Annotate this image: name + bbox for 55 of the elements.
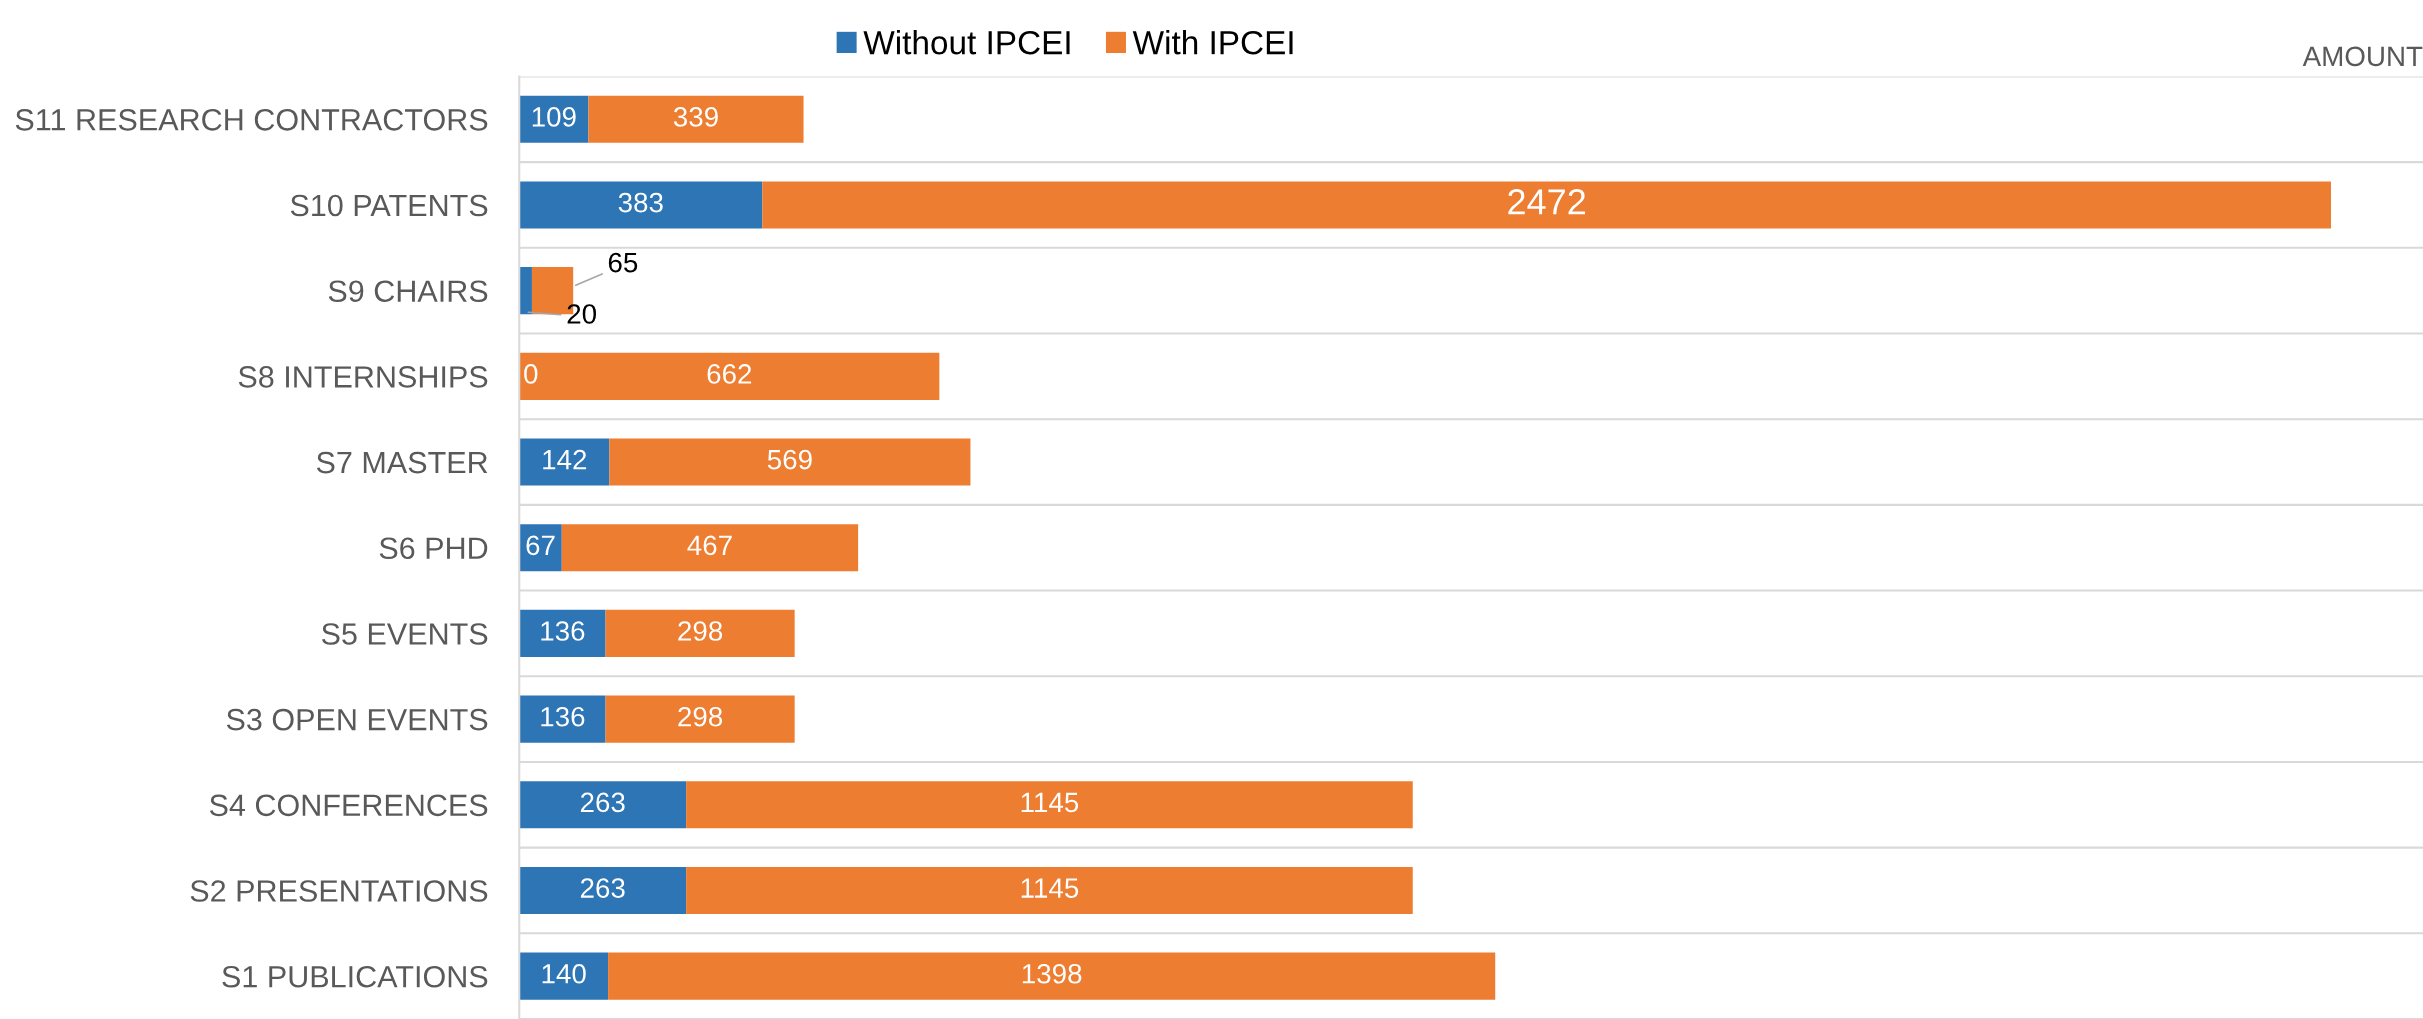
y-tick-label: S3 OPEN EVENTS xyxy=(226,708,488,731)
bar xyxy=(519,181,763,229)
y-tick-label: S10 PATENTS xyxy=(290,194,488,217)
data-label: 383 xyxy=(618,192,663,213)
y-tick-label: S5 EVENTS xyxy=(321,623,488,645)
data-label: 65 xyxy=(608,252,638,273)
data-label: 662 xyxy=(707,364,752,384)
bar xyxy=(519,524,562,572)
y-tick-label: S1 PUBLICATIONS xyxy=(222,965,488,988)
bar xyxy=(588,95,804,143)
data-label: 569 xyxy=(767,449,812,470)
y-tick-label: S2 PRESENTATIONS xyxy=(190,880,488,902)
data-label: 339 xyxy=(673,107,718,127)
bar xyxy=(686,866,1413,915)
legend-label: With IPCEI xyxy=(1132,30,1293,55)
data-label: 263 xyxy=(580,878,625,898)
y-tick-label: S8 INTERNSHIPS xyxy=(238,366,488,388)
bar xyxy=(519,609,606,657)
data-label: 109 xyxy=(532,107,576,127)
y-tick-label: S11 RESEARCH CONTRACTORS xyxy=(15,109,488,131)
bar xyxy=(519,952,609,1000)
y-tick-label: S4 CONFERENCES xyxy=(209,794,488,817)
data-label: 1398 xyxy=(1022,963,1082,984)
y-tick-label: S9 CHAIRS xyxy=(328,280,488,303)
data-label: 263 xyxy=(580,792,625,813)
bar xyxy=(609,438,971,486)
bar xyxy=(519,267,532,315)
bar xyxy=(519,438,610,486)
data-label: 136 xyxy=(541,621,585,641)
data-label: 67 xyxy=(526,535,555,556)
data-label: 298 xyxy=(678,621,723,641)
data-label: 1145 xyxy=(1021,878,1079,898)
data-label: 20 xyxy=(567,304,597,324)
bar xyxy=(561,524,859,572)
y-tick-label: S7 MASTER xyxy=(316,451,488,474)
annotation: 0 xyxy=(524,364,538,384)
bar xyxy=(686,781,1413,829)
y-tick-label: S6 PHD xyxy=(379,537,488,560)
bar xyxy=(605,695,795,743)
bar xyxy=(762,181,2331,229)
bar xyxy=(519,352,940,400)
legend-label: Without IPCEI xyxy=(863,30,1070,55)
data-label: 2472 xyxy=(1508,189,1585,215)
data-label: 298 xyxy=(678,706,723,727)
data-label: 142 xyxy=(543,449,587,470)
x-axis-title: AMOUNT xyxy=(2302,46,2423,67)
data-label: 136 xyxy=(541,706,585,727)
bar xyxy=(519,695,606,743)
bar xyxy=(608,952,1496,1000)
bar xyxy=(605,609,795,657)
bar xyxy=(519,781,687,829)
data-label: 467 xyxy=(687,535,732,556)
data-label: 1145 xyxy=(1021,792,1079,813)
bar xyxy=(519,866,687,915)
data-label: 140 xyxy=(542,963,586,984)
